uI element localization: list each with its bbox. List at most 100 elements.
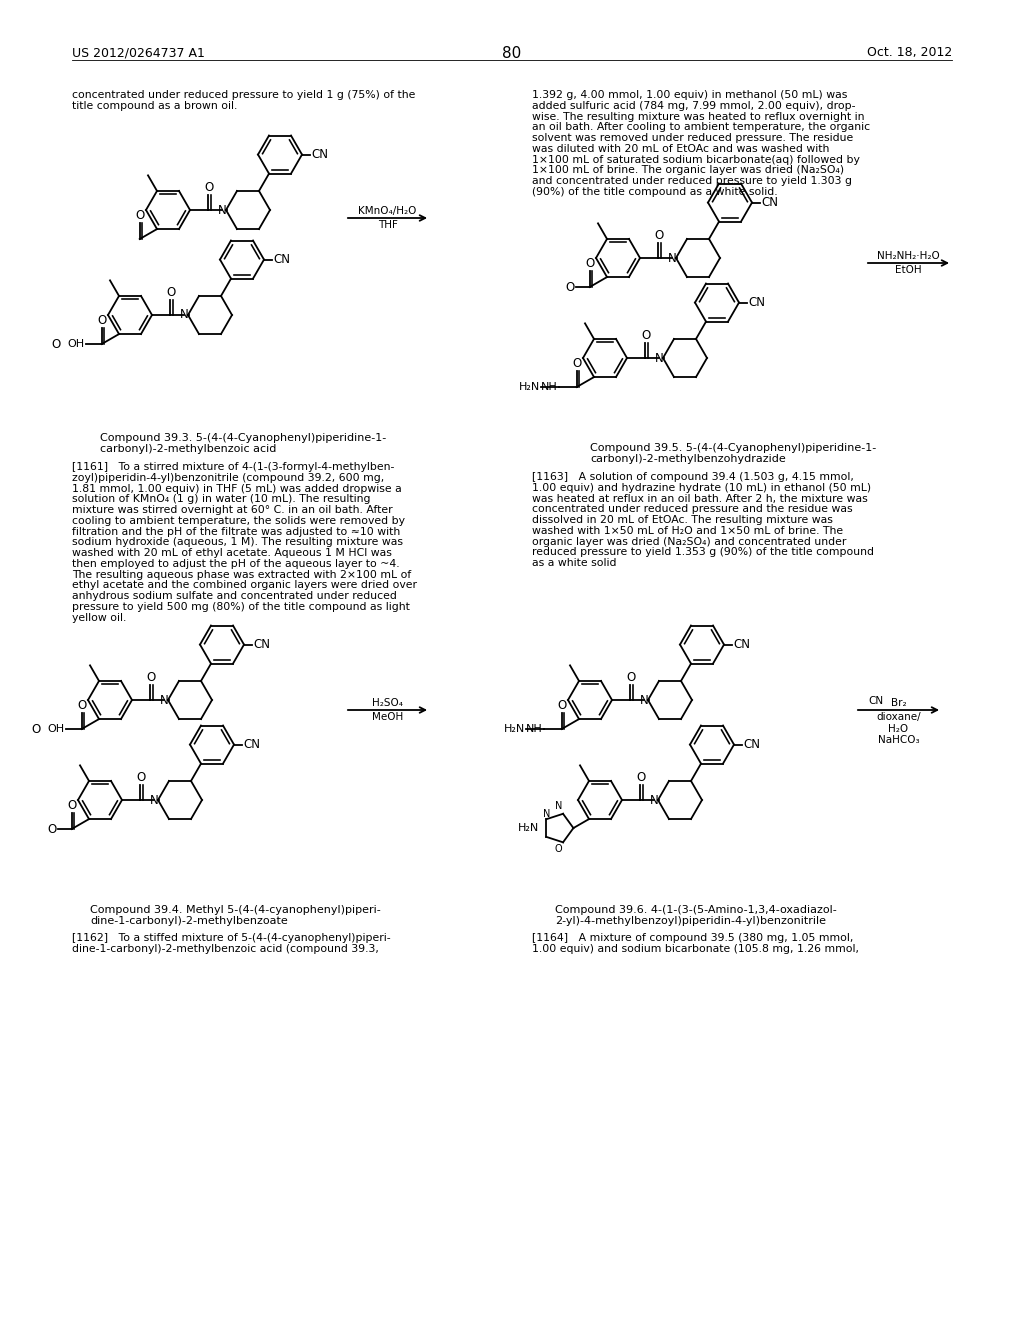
Text: was heated at reflux in an oil bath. After 2 h, the mixture was: was heated at reflux in an oil bath. Aft… (532, 494, 867, 503)
Text: CN: CN (273, 253, 290, 267)
Text: O: O (565, 281, 574, 293)
Text: N: N (160, 693, 168, 706)
Text: 80: 80 (503, 46, 521, 61)
Text: O: O (136, 771, 145, 784)
Text: and concentrated under reduced pressure to yield 1.303 g: and concentrated under reduced pressure … (532, 176, 852, 186)
Text: filtration and the pH of the filtrate was adjusted to ≈10 with: filtration and the pH of the filtrate wa… (72, 527, 400, 537)
Text: Compound 39.5. 5-(4-(4-Cyanophenyl)piperidine-1-: Compound 39.5. 5-(4-(4-Cyanophenyl)piper… (590, 444, 877, 453)
Text: O: O (636, 771, 645, 784)
Text: dine-1-carbonyl)-2-methylbenzoate: dine-1-carbonyl)-2-methylbenzoate (90, 916, 288, 927)
Text: Compound 39.4. Methyl 5-(4-(4-cyanophenyl)piperi-: Compound 39.4. Methyl 5-(4-(4-cyanopheny… (90, 906, 381, 915)
Text: wise. The resulting mixture was heated to reflux overnight in: wise. The resulting mixture was heated t… (532, 111, 864, 121)
Text: 1.392 g, 4.00 mmol, 1.00 equiv) in methanol (50 mL) was: 1.392 g, 4.00 mmol, 1.00 equiv) in metha… (532, 90, 848, 100)
Text: 1×100 mL of saturated sodium bicarbonate(aq) followed by: 1×100 mL of saturated sodium bicarbonate… (532, 154, 860, 165)
Text: CN: CN (733, 638, 750, 651)
Text: 1.00 equiv) and hydrazine hydrate (10 mL) in ethanol (50 mL): 1.00 equiv) and hydrazine hydrate (10 mL… (532, 483, 871, 492)
Text: as a white solid: as a white solid (532, 558, 616, 568)
Text: O: O (572, 356, 582, 370)
Text: carbonyl)-2-methylbenzoic acid: carbonyl)-2-methylbenzoic acid (100, 444, 276, 454)
Text: N: N (218, 203, 226, 216)
Text: [1163]   A solution of compound 39.4 (1.503 g, 4.15 mmol,: [1163] A solution of compound 39.4 (1.50… (532, 473, 854, 482)
Text: [1162]   To a stiffed mixture of 5-(4-(4-cyanophenyl)piperi-: [1162] To a stiffed mixture of 5-(4-(4-c… (72, 933, 390, 942)
Text: NH: NH (541, 381, 558, 392)
Text: concentrated under reduced pressure and the residue was: concentrated under reduced pressure and … (532, 504, 853, 515)
Text: CN: CN (761, 197, 778, 209)
Text: 1.00 equiv) and sodium bicarbonate (105.8 mg, 1.26 mmol,: 1.00 equiv) and sodium bicarbonate (105.… (532, 944, 859, 954)
Text: US 2012/0264737 A1: US 2012/0264737 A1 (72, 46, 205, 59)
Text: The resulting aqueous phase was extracted with 2×100 mL of: The resulting aqueous phase was extracte… (72, 570, 412, 579)
Text: dissolved in 20 mL of EtOAc. The resulting mixture was: dissolved in 20 mL of EtOAc. The resulti… (532, 515, 833, 525)
Text: then employed to adjust the pH of the aqueous layer to ~4.: then employed to adjust the pH of the aq… (72, 558, 399, 569)
Text: H₂SO₄: H₂SO₄ (372, 698, 403, 708)
Text: N: N (649, 793, 658, 807)
Text: O: O (146, 671, 156, 684)
Text: O: O (51, 338, 60, 351)
Text: N: N (668, 252, 677, 264)
Text: O: O (205, 181, 214, 194)
Text: 2-yl)-4-methylbenzoyl)piperidin-4-yl)benzonitrile: 2-yl)-4-methylbenzoyl)piperidin-4-yl)ben… (555, 916, 826, 927)
Text: O: O (47, 822, 56, 836)
Text: dine-1-carbonyl)-2-methylbenzoic acid (compound 39.3,: dine-1-carbonyl)-2-methylbenzoic acid (c… (72, 944, 379, 954)
Text: THF: THF (378, 220, 397, 230)
Text: dioxane/
H₂O
NaHCO₃: dioxane/ H₂O NaHCO₃ (877, 711, 921, 746)
Text: KMnO₄/H₂O: KMnO₄/H₂O (358, 206, 417, 216)
Text: anhydrous sodium sulfate and concentrated under reduced: anhydrous sodium sulfate and concentrate… (72, 591, 397, 601)
Text: washed with 20 mL of ethyl acetate. Aqueous 1 M HCl was: washed with 20 mL of ethyl acetate. Aque… (72, 548, 392, 558)
Text: washed with 1×50 mL of H₂O and 1×50 mL of brine. The: washed with 1×50 mL of H₂O and 1×50 mL o… (532, 525, 843, 536)
Text: CN: CN (868, 696, 883, 706)
Text: CN: CN (253, 638, 270, 651)
Text: pressure to yield 500 mg (80%) of the title compound as light: pressure to yield 500 mg (80%) of the ti… (72, 602, 410, 612)
Text: CN: CN (748, 296, 765, 309)
Text: ethyl acetate and the combined organic layers were dried over: ethyl acetate and the combined organic l… (72, 581, 417, 590)
Text: NH: NH (526, 725, 543, 734)
Text: MeOH: MeOH (372, 711, 403, 722)
Text: O: O (135, 209, 144, 222)
Text: N: N (640, 693, 648, 706)
Text: O: O (557, 700, 566, 711)
Text: (90%) of the title compound as a white solid.: (90%) of the title compound as a white s… (532, 187, 777, 197)
Text: Compound 39.3. 5-(4-(4-Cyanophenyl)piperidine-1-: Compound 39.3. 5-(4-(4-Cyanophenyl)piper… (100, 433, 386, 444)
Text: N: N (179, 309, 188, 322)
Text: N: N (555, 801, 562, 810)
Text: [1164]   A mixture of compound 39.5 (380 mg, 1.05 mmol,: [1164] A mixture of compound 39.5 (380 m… (532, 933, 853, 942)
Text: Br₂: Br₂ (891, 698, 906, 708)
Text: [1161]   To a stirred mixture of 4-(1-(3-formyl-4-methylben-: [1161] To a stirred mixture of 4-(1-(3-f… (72, 462, 394, 473)
Text: added sulfuric acid (784 mg, 7.99 mmol, 2.00 equiv), drop-: added sulfuric acid (784 mg, 7.99 mmol, … (532, 100, 855, 111)
Text: CN: CN (743, 738, 760, 751)
Text: cooling to ambient temperature, the solids were removed by: cooling to ambient temperature, the soli… (72, 516, 406, 525)
Text: CN: CN (311, 148, 328, 161)
Text: Oct. 18, 2012: Oct. 18, 2012 (866, 46, 952, 59)
Text: O: O (585, 257, 594, 271)
Text: an oil bath. After cooling to ambient temperature, the organic: an oil bath. After cooling to ambient te… (532, 123, 870, 132)
Text: mixture was stirred overnight at 60° C. in an oil bath. After: mixture was stirred overnight at 60° C. … (72, 506, 392, 515)
Text: solvent was removed under reduced pressure. The residue: solvent was removed under reduced pressu… (532, 133, 853, 143)
Text: N: N (654, 351, 664, 364)
Text: Compound 39.6. 4-(1-(3-(5-Amino-1,3,4-oxadiazol-: Compound 39.6. 4-(1-(3-(5-Amino-1,3,4-ox… (555, 906, 837, 915)
Text: N: N (150, 793, 159, 807)
Text: 1×100 mL of brine. The organic layer was dried (Na₂SO₄): 1×100 mL of brine. The organic layer was… (532, 165, 844, 176)
Text: O: O (166, 286, 176, 300)
Text: N: N (543, 809, 550, 818)
Text: 1.81 mmol, 1.00 equiv) in THF (5 mL) was added dropwise a: 1.81 mmol, 1.00 equiv) in THF (5 mL) was… (72, 483, 401, 494)
Text: O: O (97, 314, 106, 327)
Text: CN: CN (243, 738, 260, 751)
Text: O: O (32, 722, 41, 735)
Text: reduced pressure to yield 1.353 g (90%) of the title compound: reduced pressure to yield 1.353 g (90%) … (532, 548, 874, 557)
Text: H₂N: H₂N (518, 381, 540, 392)
Text: EtOH: EtOH (895, 265, 922, 275)
Text: zoyl)piperidin-4-yl)benzonitrile (compound 39.2, 600 mg,: zoyl)piperidin-4-yl)benzonitrile (compou… (72, 473, 384, 483)
Text: O: O (67, 799, 77, 812)
Text: NH₂NH₂·H₂O: NH₂NH₂·H₂O (878, 251, 940, 261)
Text: was diluted with 20 mL of EtOAc and was washed with: was diluted with 20 mL of EtOAc and was … (532, 144, 829, 154)
Text: OH: OH (68, 339, 85, 348)
Text: OH: OH (47, 725, 65, 734)
Text: O: O (77, 700, 86, 711)
Text: O: O (555, 843, 562, 854)
Text: H₂N: H₂N (518, 824, 540, 833)
Text: O: O (654, 228, 664, 242)
Text: O: O (641, 329, 650, 342)
Text: title compound as a brown oil.: title compound as a brown oil. (72, 100, 238, 111)
Text: O: O (627, 671, 636, 684)
Text: concentrated under reduced pressure to yield 1 g (75%) of the: concentrated under reduced pressure to y… (72, 90, 416, 100)
Text: yellow oil.: yellow oil. (72, 612, 126, 623)
